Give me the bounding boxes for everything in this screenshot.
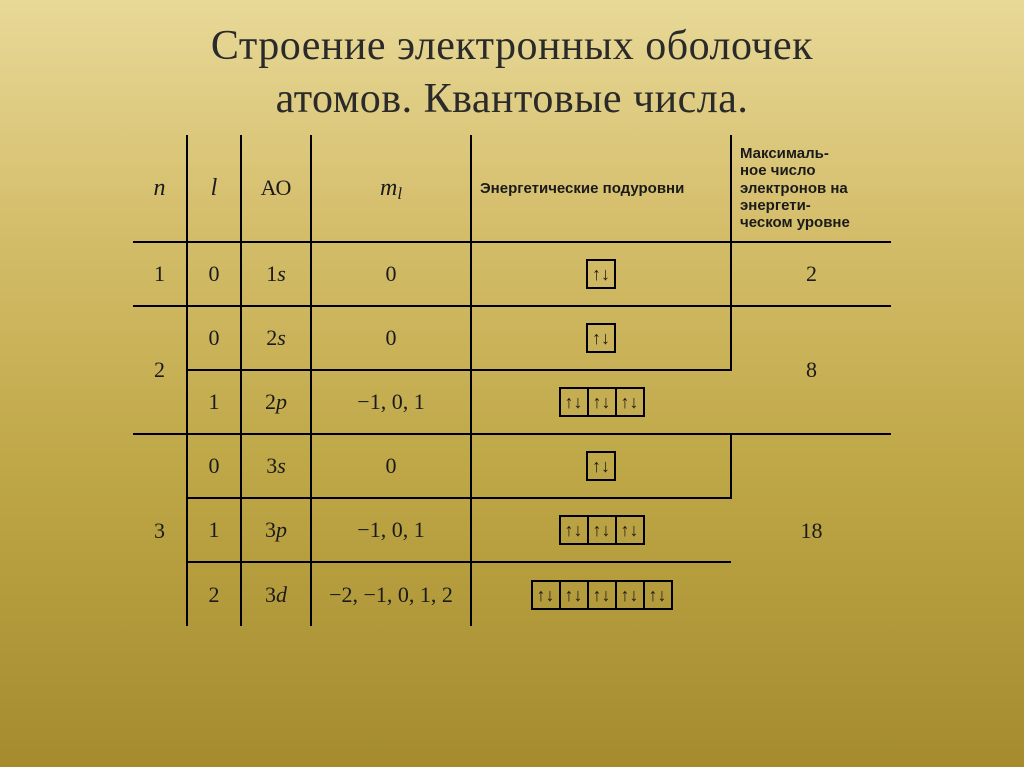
cell-ao: 1s — [241, 242, 311, 306]
page-title: Строение электронных оболочек атомов. Кв… — [0, 0, 1024, 135]
cell-max: 2 — [731, 242, 891, 306]
header-ao: АО — [241, 135, 311, 242]
cell-l: 0 — [187, 242, 241, 306]
cell-max: 8 — [731, 306, 891, 434]
orbital-box: ↑↓ — [559, 387, 589, 417]
orbital-row: ↑↓↑↓↑↓ — [559, 387, 645, 417]
orbital-row: ↑↓↑↓↑↓ — [559, 515, 645, 545]
cell-n: 2 — [133, 306, 187, 434]
header-max: Максималь-ное число электронов на энерге… — [731, 135, 891, 242]
header-ml: ml — [311, 135, 471, 242]
cell-orbitals: ↑↓ — [471, 434, 731, 498]
cell-l: 2 — [187, 562, 241, 626]
cell-n: 3 — [133, 434, 187, 626]
orbital-box: ↑↓ — [587, 387, 617, 417]
cell-ao: 3d — [241, 562, 311, 626]
cell-orbitals: ↑↓↑↓↑↓ — [471, 498, 731, 562]
cell-orbitals: ↑↓↑↓↑↓ — [471, 370, 731, 434]
orbital-box: ↑↓ — [586, 451, 616, 481]
cell-orbitals: ↑↓↑↓↑↓↑↓↑↓ — [471, 562, 731, 626]
orbital-row: ↑↓ — [586, 259, 616, 289]
quantum-table: nlАОmlЭнергетические подуровниМаксималь-… — [133, 135, 891, 626]
header-sublevels: Энергетические подуровни — [471, 135, 731, 242]
orbital-box: ↑↓ — [615, 387, 645, 417]
cell-ml: −1, 0, 1 — [311, 370, 471, 434]
table-container: nlАОmlЭнергетические подуровниМаксималь-… — [0, 135, 1024, 626]
cell-n: 1 — [133, 242, 187, 306]
cell-orbitals: ↑↓ — [471, 306, 731, 370]
cell-ao: 2s — [241, 306, 311, 370]
cell-l: 1 — [187, 370, 241, 434]
cell-ao: 2p — [241, 370, 311, 434]
title-line-1: Строение электронных оболочек — [211, 23, 813, 69]
orbital-row: ↑↓ — [586, 323, 616, 353]
cell-ao: 3s — [241, 434, 311, 498]
orbital-box: ↑↓ — [559, 515, 589, 545]
cell-ao: 3p — [241, 498, 311, 562]
cell-l: 0 — [187, 434, 241, 498]
orbital-row: ↑↓↑↓↑↓↑↓↑↓ — [531, 580, 673, 610]
header-row: nlАОmlЭнергетические подуровниМаксималь-… — [133, 135, 891, 242]
header-n: n — [133, 135, 187, 242]
orbital-box: ↑↓ — [587, 515, 617, 545]
cell-ml: 0 — [311, 434, 471, 498]
table-row: 202s0↑↓8 — [133, 306, 891, 370]
cell-max: 18 — [731, 434, 891, 626]
orbital-box: ↑↓ — [615, 515, 645, 545]
cell-ml: 0 — [311, 242, 471, 306]
title-line-2: атомов. Квантовые числа. — [276, 76, 749, 122]
orbital-box: ↑↓ — [531, 580, 561, 610]
table-row: 101s0↑↓2 — [133, 242, 891, 306]
cell-ml: −2, −1, 0, 1, 2 — [311, 562, 471, 626]
orbital-box: ↑↓ — [643, 580, 673, 610]
cell-ml: −1, 0, 1 — [311, 498, 471, 562]
orbital-box: ↑↓ — [586, 323, 616, 353]
orbital-box: ↑↓ — [559, 580, 589, 610]
table-row: 303s0↑↓18 — [133, 434, 891, 498]
orbital-box: ↑↓ — [615, 580, 645, 610]
orbital-box: ↑↓ — [586, 259, 616, 289]
orbital-row: ↑↓ — [586, 451, 616, 481]
cell-orbitals: ↑↓ — [471, 242, 731, 306]
cell-ml: 0 — [311, 306, 471, 370]
header-l: l — [187, 135, 241, 242]
orbital-box: ↑↓ — [587, 580, 617, 610]
cell-l: 1 — [187, 498, 241, 562]
cell-l: 0 — [187, 306, 241, 370]
